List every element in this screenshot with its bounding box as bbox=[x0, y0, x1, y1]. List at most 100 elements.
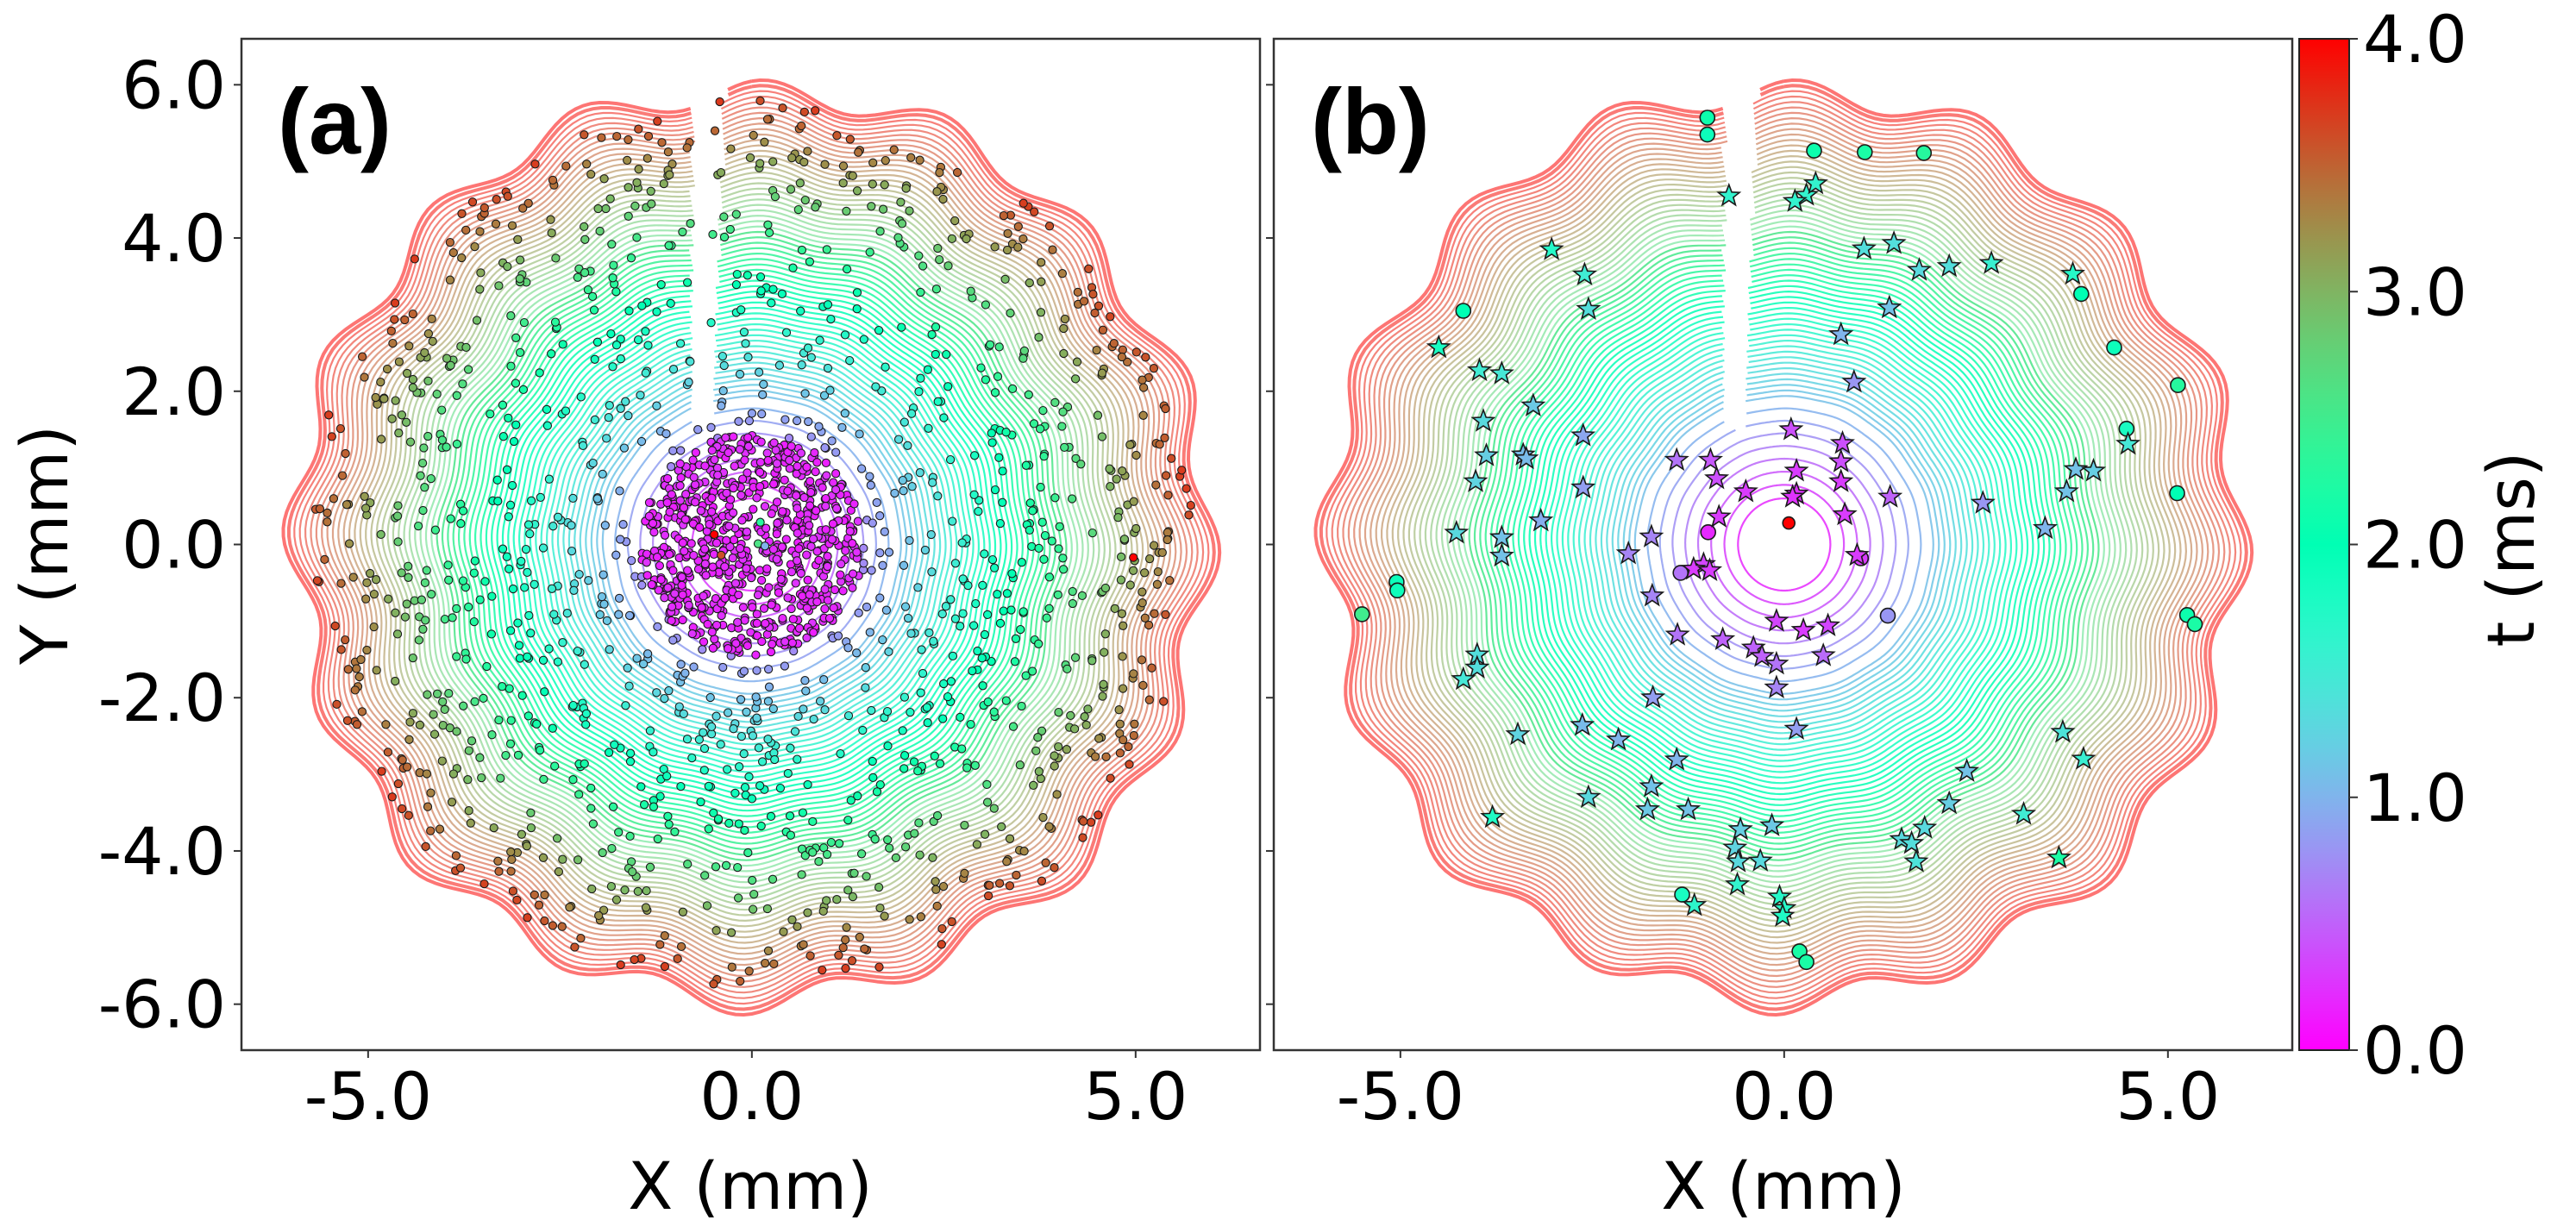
data-point-circle bbox=[943, 382, 953, 391]
data-point-circle bbox=[558, 854, 567, 864]
data-point-circle bbox=[829, 603, 838, 613]
data-point-circle bbox=[452, 439, 462, 449]
contour-line bbox=[1572, 334, 1996, 757]
data-point-circle bbox=[856, 849, 867, 859]
data-point-circle bbox=[1138, 410, 1148, 420]
data-point-circle bbox=[1029, 780, 1038, 791]
data-point-circle bbox=[736, 731, 747, 741]
data-point-circle bbox=[974, 506, 983, 516]
contour-line bbox=[1402, 166, 2165, 928]
data-point-circle bbox=[880, 180, 889, 190]
data-point-circle bbox=[743, 641, 752, 651]
data-point-circle bbox=[976, 363, 986, 372]
data-point-circle bbox=[957, 744, 967, 754]
data-point-circle bbox=[540, 890, 549, 900]
colorbar-tick-label: 2.0 bbox=[2363, 507, 2467, 584]
data-point-circle bbox=[729, 483, 738, 493]
data-point-star bbox=[1954, 758, 1980, 782]
data-point-circle bbox=[442, 353, 452, 363]
data-point-circle bbox=[440, 704, 449, 715]
data-point-circle bbox=[737, 516, 747, 525]
data-point-circle bbox=[777, 542, 787, 552]
contour-line bbox=[1419, 182, 2149, 911]
data-point-circle bbox=[742, 707, 751, 716]
data-point-circle bbox=[679, 709, 688, 719]
contour-line bbox=[1479, 241, 2090, 851]
data-point-circle bbox=[794, 623, 805, 633]
contour-line bbox=[1611, 372, 1957, 717]
data-point-circle bbox=[899, 692, 910, 702]
data-point-circle bbox=[845, 135, 855, 144]
data-point-circle bbox=[548, 522, 558, 531]
x-tick-label: 0.0 bbox=[699, 1058, 804, 1135]
data-point-circle bbox=[707, 627, 717, 637]
data-point-circle bbox=[514, 641, 524, 650]
data-point-circle bbox=[437, 435, 448, 445]
data-point-circle bbox=[865, 628, 874, 637]
data-point-circle bbox=[971, 598, 981, 609]
data-point-circle bbox=[730, 579, 741, 588]
data-point-circle bbox=[602, 434, 611, 443]
data-point-circle bbox=[868, 179, 877, 189]
data-point-circle bbox=[1115, 719, 1125, 729]
data-point-circle bbox=[448, 613, 457, 623]
data-point-circle bbox=[708, 643, 718, 653]
data-point-circle bbox=[722, 488, 731, 498]
data-point-circle bbox=[644, 497, 655, 508]
data-point-circle bbox=[666, 462, 676, 472]
data-point-circle bbox=[539, 774, 548, 785]
x-tick-label: 5.0 bbox=[1083, 1058, 1188, 1135]
data-point-star bbox=[1764, 674, 1789, 699]
data-point-circle bbox=[562, 609, 572, 618]
data-point-star bbox=[1832, 501, 1858, 526]
data-point-circle bbox=[722, 535, 731, 545]
data-point-circle bbox=[576, 392, 586, 402]
data-point-circle bbox=[707, 493, 717, 503]
data-point-star bbox=[1464, 654, 1490, 679]
data-point-circle bbox=[404, 561, 413, 571]
contour-line bbox=[386, 182, 1117, 911]
data-point-circle bbox=[730, 461, 739, 471]
colorbar-gradient bbox=[2298, 38, 2350, 1051]
contour-line bbox=[1363, 128, 2204, 967]
data-point-circle bbox=[786, 185, 796, 194]
data-point-circle bbox=[868, 518, 877, 528]
data-point-circle bbox=[843, 643, 853, 653]
data-point-circle bbox=[1060, 314, 1070, 324]
data-point-circle bbox=[2118, 420, 2135, 437]
data-point-circle bbox=[1005, 881, 1015, 891]
data-point-circle bbox=[922, 703, 932, 712]
data-point-circle bbox=[989, 563, 1000, 572]
data-point-circle bbox=[1128, 566, 1138, 575]
data-point-circle bbox=[713, 814, 724, 823]
data-point-circle bbox=[513, 618, 523, 628]
data-point-circle bbox=[604, 413, 613, 422]
x-tick-label: 0.0 bbox=[1732, 1058, 1836, 1135]
data-point-circle bbox=[661, 429, 671, 439]
data-point-circle bbox=[494, 281, 504, 291]
data-point-circle bbox=[352, 720, 362, 729]
data-point-circle bbox=[999, 606, 1008, 616]
data-point-circle bbox=[1106, 482, 1115, 491]
data-point-circle bbox=[678, 227, 687, 237]
data-point-circle bbox=[1066, 710, 1075, 721]
data-point-circle bbox=[762, 523, 771, 533]
data-point-star bbox=[1764, 650, 1789, 675]
data-point-circle bbox=[852, 304, 862, 314]
data-point-circle bbox=[551, 253, 561, 263]
data-point-circle bbox=[674, 702, 684, 711]
data-point-circle bbox=[861, 663, 870, 673]
data-point-circle bbox=[530, 579, 539, 589]
data-point-circle bbox=[859, 335, 868, 344]
data-point-circle bbox=[942, 349, 951, 360]
data-point-circle bbox=[785, 455, 794, 466]
contour-line bbox=[1633, 395, 1934, 695]
data-point-circle bbox=[397, 410, 407, 420]
data-point-circle bbox=[752, 618, 762, 629]
data-point-circle bbox=[676, 660, 686, 669]
data-point-circle bbox=[868, 158, 878, 167]
data-point-circle bbox=[417, 458, 428, 468]
data-point-circle bbox=[1077, 591, 1087, 601]
data-point-circle bbox=[831, 504, 842, 513]
data-point-circle bbox=[734, 590, 743, 600]
